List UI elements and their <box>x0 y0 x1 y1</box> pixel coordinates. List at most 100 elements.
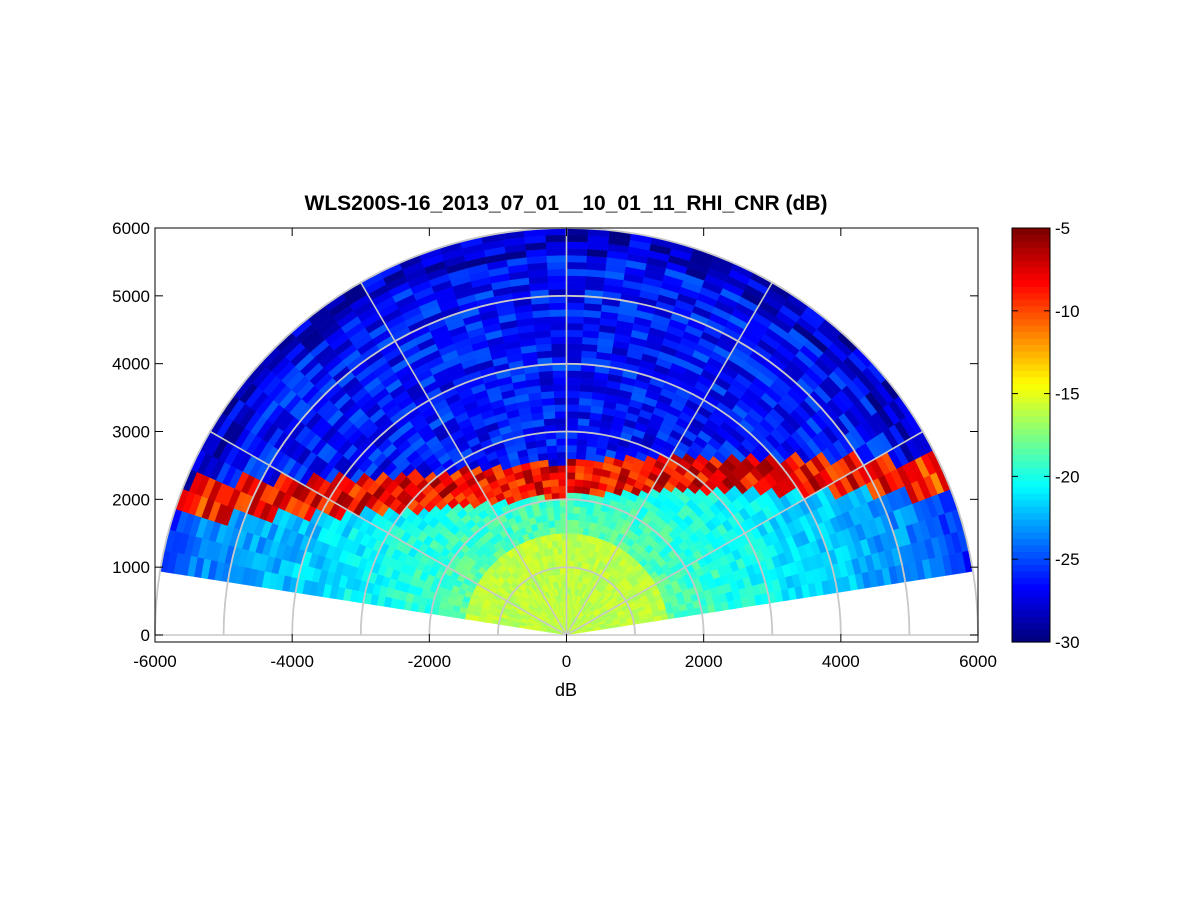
heatmap-cell <box>567 377 581 384</box>
heatmap-cell <box>567 533 572 540</box>
colorbar-step <box>1012 332 1050 339</box>
heatmap-cell <box>542 480 551 488</box>
y-tick-label: 4000 <box>112 355 150 374</box>
chart-title: WLS200S-16_2013_07_01__10_01_11_RHI_CNR … <box>305 192 828 215</box>
colorbar-step <box>1012 441 1050 448</box>
x-tick-label: 2000 <box>685 652 723 671</box>
colorbar-tick-label: -20 <box>1055 467 1080 486</box>
heatmap-cell <box>546 507 554 515</box>
colorbar-step <box>1012 506 1050 513</box>
colorbar-step <box>1012 603 1050 610</box>
heatmap-cell <box>572 527 578 534</box>
heatmap-cell <box>567 465 576 472</box>
colorbar-step <box>1012 254 1050 261</box>
heatmap-cell <box>541 391 554 399</box>
heatmap-cell <box>546 445 556 453</box>
heatmap-cell <box>553 371 567 378</box>
colorbar-tick-label: -10 <box>1055 302 1080 321</box>
colorbar-step <box>1012 629 1050 636</box>
heatmap-cell <box>553 506 560 513</box>
colorbar-step <box>1012 474 1050 481</box>
heatmap-cell <box>573 513 580 520</box>
heatmap-cell <box>576 541 582 548</box>
colorbar-tick-label: -30 <box>1055 633 1080 652</box>
heatmap-cell <box>567 411 579 418</box>
heatmap-cell <box>567 418 579 425</box>
heatmap-cell <box>561 527 567 534</box>
colorbar-tick-label: -5 <box>1055 219 1070 238</box>
heatmap-cell <box>567 343 582 350</box>
x-tick-label: -2000 <box>408 652 451 671</box>
heatmap-cell <box>551 337 567 344</box>
colorbar-step <box>1012 293 1050 300</box>
heatmap-cell <box>577 439 588 447</box>
heatmap-cell <box>567 479 575 486</box>
x-tick-label: -4000 <box>270 652 313 671</box>
y-tick-label: 0 <box>141 626 150 645</box>
heatmap-cell <box>555 527 561 534</box>
heatmap-cell <box>560 520 566 527</box>
heatmap-cell <box>578 520 585 528</box>
heatmap-cell <box>544 418 556 426</box>
x-tick-label: 6000 <box>959 652 997 671</box>
heatmap-cell <box>557 452 567 459</box>
colorbar-step <box>1012 584 1050 591</box>
heatmap-cell <box>582 487 591 495</box>
colorbar-step <box>1012 448 1050 455</box>
colorbar-step <box>1012 344 1050 351</box>
colorbar-step <box>1012 571 1050 578</box>
colorbar-step <box>1012 357 1050 364</box>
colorbar-step <box>1012 306 1050 313</box>
colorbar-step <box>1012 319 1050 326</box>
x-tick-label: -6000 <box>133 652 176 671</box>
heatmap-cell <box>550 330 566 337</box>
heatmap-cell <box>578 412 590 420</box>
heatmap-cell <box>578 405 591 413</box>
heatmap-cell <box>549 303 567 310</box>
heatmap-cell <box>570 554 575 561</box>
colorbar-step <box>1012 234 1050 241</box>
heatmap-cell <box>539 378 553 386</box>
heatmap-cell <box>572 533 578 540</box>
heatmap-cell <box>569 574 573 581</box>
colorbar-step <box>1012 377 1050 384</box>
heatmap-cell <box>541 398 554 406</box>
colorbar-step <box>1012 545 1050 552</box>
colorbar-step <box>1012 267 1050 274</box>
heatmap-cell <box>539 371 553 379</box>
heatmap-cell <box>551 350 566 357</box>
heatmap-cell <box>542 405 555 413</box>
heatmap-cell <box>554 404 566 411</box>
colorbar-step <box>1012 351 1050 358</box>
colorbar-step <box>1012 467 1050 474</box>
colorbar-tick-label: -25 <box>1055 550 1080 569</box>
heatmap-cell <box>575 547 580 554</box>
heatmap-cell <box>567 242 588 249</box>
colorbar-step <box>1012 454 1050 461</box>
colorbar-step <box>1012 312 1050 319</box>
heatmap-cell <box>557 459 566 466</box>
heatmap-cell <box>567 438 577 445</box>
colorbar-step <box>1012 416 1050 423</box>
heatmap-cell <box>574 486 582 493</box>
heatmap-cell <box>543 412 555 420</box>
heatmap-cell <box>575 466 584 474</box>
heatmap-cell <box>556 438 566 445</box>
heatmap-cell <box>549 309 566 316</box>
heatmap-cell <box>558 465 567 472</box>
heatmap-cell <box>549 472 558 479</box>
heatmap-cell <box>572 520 579 527</box>
colorbar-step <box>1012 513 1050 520</box>
heatmap-cell <box>554 513 561 520</box>
heatmap-cell <box>567 391 580 398</box>
x-tick-label: 4000 <box>822 652 860 671</box>
heatmap-cell <box>576 459 586 466</box>
heatmap-cell <box>579 398 592 406</box>
colorbar-step <box>1012 422 1050 429</box>
heatmap-cell <box>571 540 576 547</box>
heatmap-cell <box>576 452 586 460</box>
heatmap-cell <box>579 384 593 392</box>
heatmap-cell <box>553 377 567 384</box>
